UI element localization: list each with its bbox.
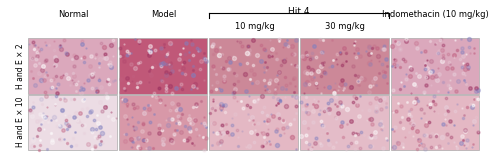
FancyBboxPatch shape (300, 95, 388, 150)
Text: H and E × 10: H and E × 10 (16, 97, 26, 147)
FancyBboxPatch shape (390, 95, 480, 150)
Text: 30 mg/kg: 30 mg/kg (326, 22, 365, 31)
Text: Hit 4: Hit 4 (288, 7, 310, 16)
Text: H and E × 2: H and E × 2 (16, 43, 26, 89)
FancyBboxPatch shape (390, 38, 480, 94)
FancyBboxPatch shape (118, 95, 208, 150)
FancyBboxPatch shape (118, 38, 208, 94)
FancyBboxPatch shape (300, 38, 388, 94)
FancyBboxPatch shape (209, 38, 298, 94)
Text: Indomethacin (10 mg/kg): Indomethacin (10 mg/kg) (382, 10, 489, 19)
FancyBboxPatch shape (28, 95, 117, 150)
FancyBboxPatch shape (209, 95, 298, 150)
FancyBboxPatch shape (28, 38, 117, 94)
Text: Model: Model (151, 10, 176, 19)
Text: 10 mg/kg: 10 mg/kg (234, 22, 275, 31)
Text: Normal: Normal (58, 10, 88, 19)
